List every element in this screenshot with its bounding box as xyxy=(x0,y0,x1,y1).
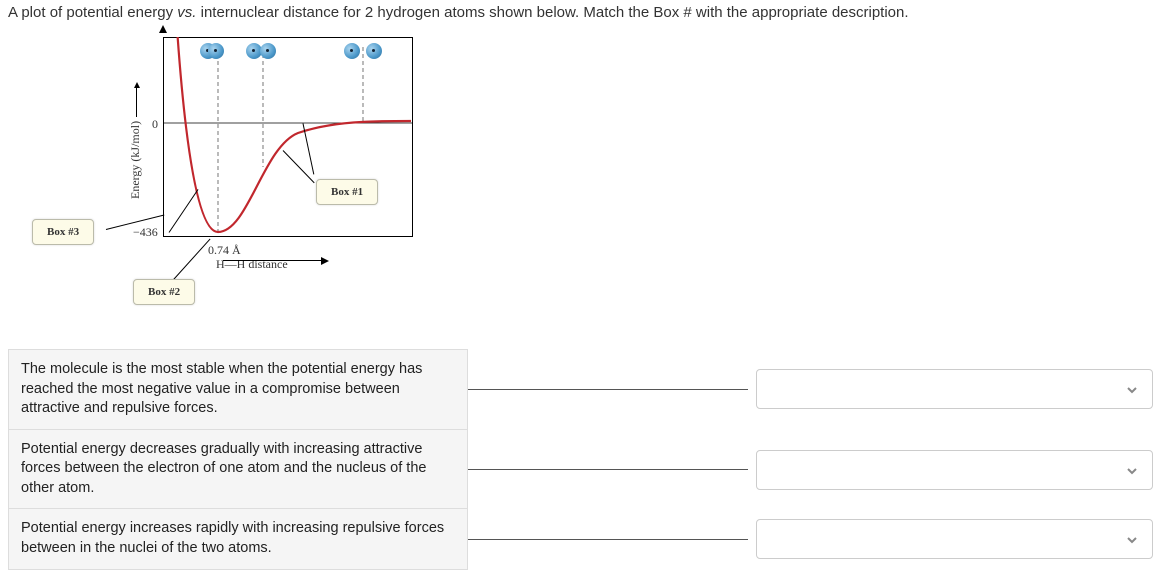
y-axis-label: Energy (kJ/mol) xyxy=(128,87,143,199)
chevron-down-icon xyxy=(1126,383,1138,395)
chevron-down-icon xyxy=(1126,533,1138,545)
match-dropdown[interactable] xyxy=(756,519,1153,559)
atom-icon xyxy=(366,43,382,59)
y-tick-min: −436 xyxy=(133,225,158,240)
question-prefix: A plot of potential energy xyxy=(8,4,177,21)
atom-icon xyxy=(260,43,276,59)
y-axis-arrow xyxy=(162,29,164,37)
match-row: Potential energy decreases gradually wit… xyxy=(8,430,1153,510)
match-dropdown[interactable] xyxy=(756,369,1153,409)
question-text: A plot of potential energy vs. internucl… xyxy=(8,4,1153,21)
question-vs: vs. xyxy=(177,4,196,21)
y-tick-zero: 0 xyxy=(152,117,158,132)
atom-icon xyxy=(344,43,360,59)
box-1-label: Box #1 xyxy=(316,179,378,205)
match-row: The molecule is the most stable when the… xyxy=(8,349,1153,430)
atom-icon xyxy=(208,43,224,59)
x-axis-arrow xyxy=(223,260,323,261)
x-tick-074: 0.74 Å xyxy=(208,243,241,258)
atom-pair xyxy=(200,43,224,62)
chevron-down-icon xyxy=(1126,464,1138,476)
match-connector xyxy=(468,469,748,470)
match-prompt: Potential energy increases rapidly with … xyxy=(8,509,468,569)
leader-line xyxy=(170,239,211,284)
energy-plot-figure: Energy (kJ/mol) 0 −436 0.74 Å H—H distan… xyxy=(28,29,428,309)
plot-svg xyxy=(163,37,413,237)
question-suffix: internuclear distance for 2 hydrogen ato… xyxy=(196,4,908,21)
match-connector xyxy=(468,389,748,390)
match-connector xyxy=(468,539,748,540)
match-dropdown[interactable] xyxy=(756,450,1153,490)
box-2-label: Box #2 xyxy=(133,279,195,305)
atom-pair xyxy=(344,43,382,62)
match-prompt: Potential energy decreases gradually wit… xyxy=(8,430,468,510)
matching-section: The molecule is the most stable when the… xyxy=(8,349,1153,570)
match-row: Potential energy increases rapidly with … xyxy=(8,509,1153,569)
atom-pair xyxy=(246,43,276,62)
box-3-label: Box #3 xyxy=(32,219,94,245)
match-prompt: The molecule is the most stable when the… xyxy=(8,349,468,430)
